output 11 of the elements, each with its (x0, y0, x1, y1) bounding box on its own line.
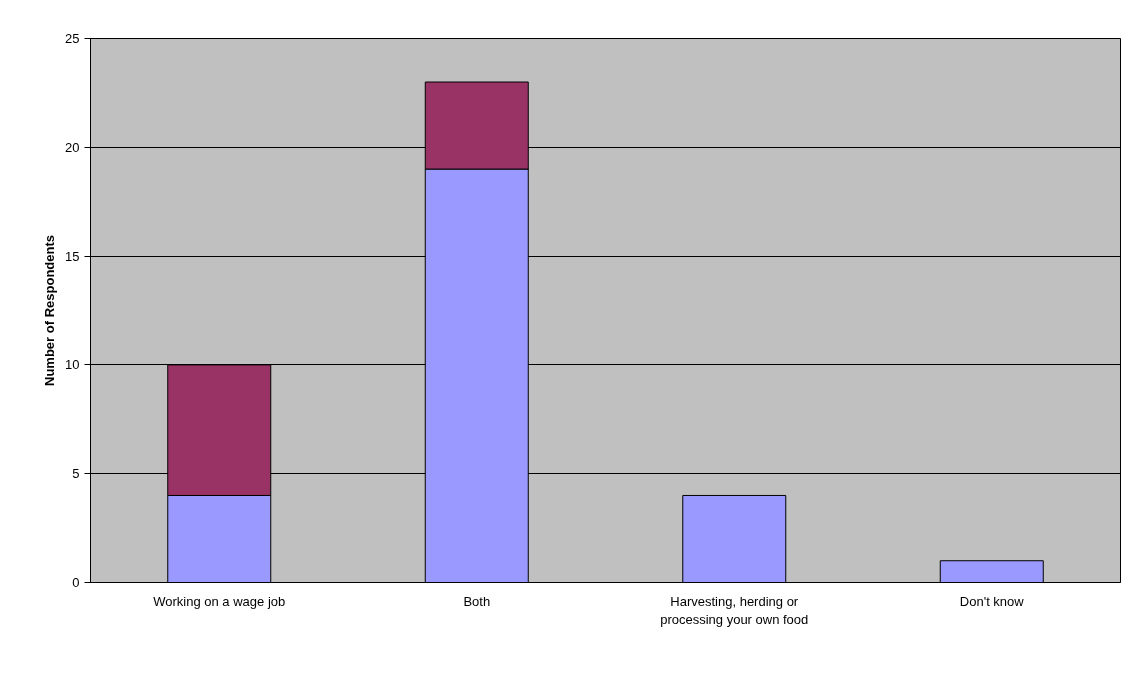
y-tick-label: 15 (65, 248, 80, 264)
y-tick-label: 0 (72, 575, 80, 590)
y-tick-label: 10 (65, 357, 80, 373)
x-tick-label: Working on a wage job (153, 593, 286, 609)
x-tick-label: Both (463, 593, 491, 609)
x-tick-label: Don't know (959, 593, 1025, 609)
x-tick-label: Harvesting, herding or processing your own food (660, 593, 809, 627)
y-tick-label: 25 (65, 31, 80, 46)
y-axis-title: Number of Respondents (42, 235, 58, 386)
y-tick-label: 5 (72, 466, 80, 482)
y-tick-label: 20 (65, 139, 80, 155)
